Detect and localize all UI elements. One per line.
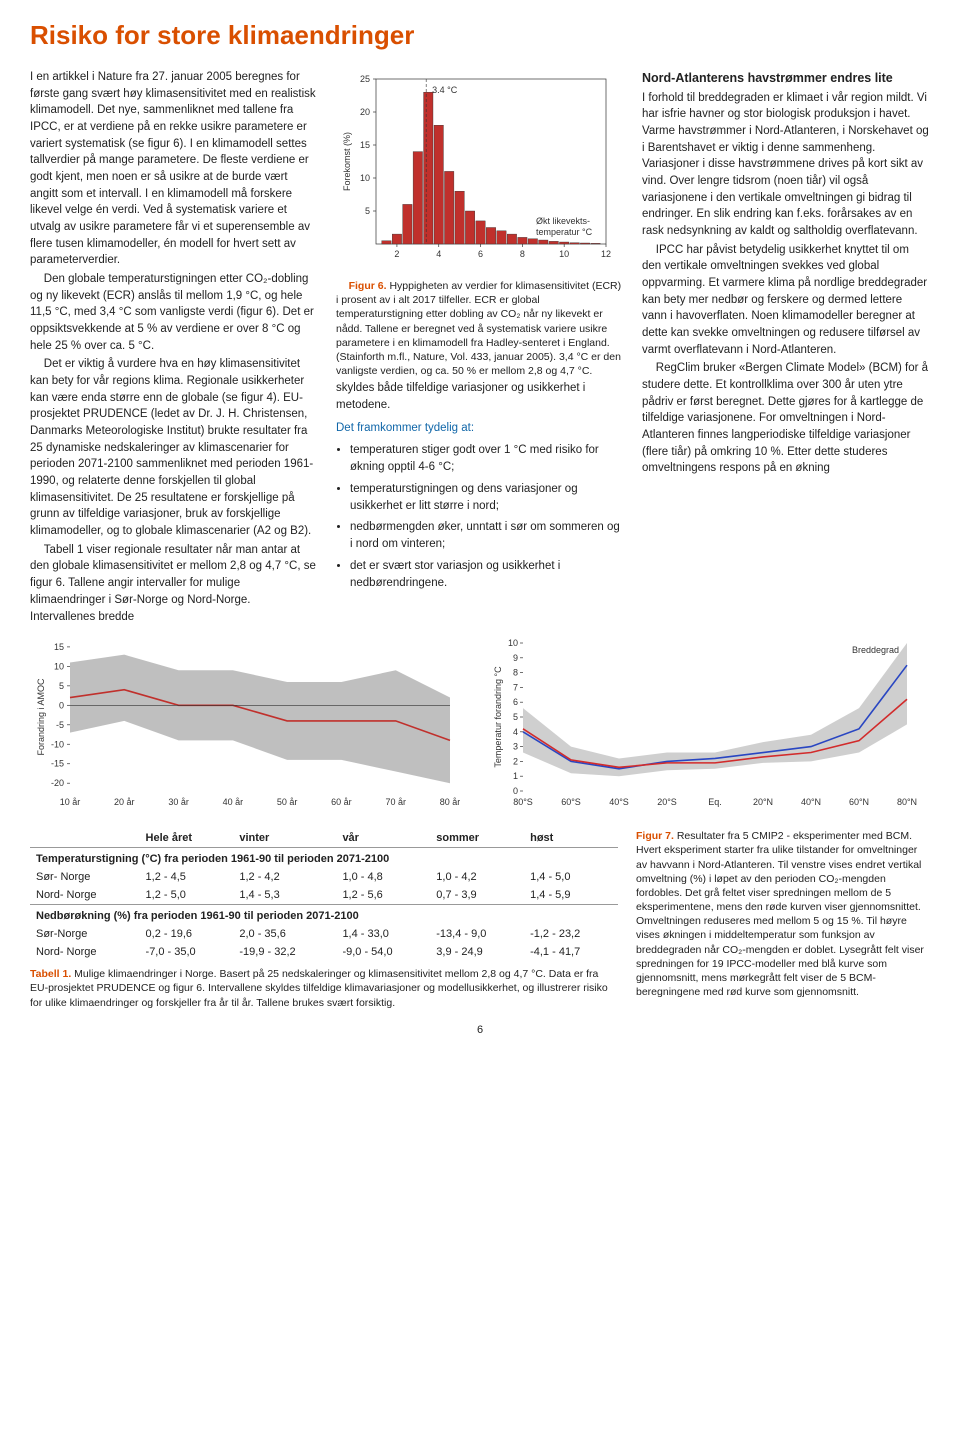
svg-text:10: 10 — [559, 249, 569, 259]
svg-text:4: 4 — [513, 727, 518, 737]
svg-text:Økt likevekts-: Økt likevekts- — [536, 216, 590, 226]
svg-text:5: 5 — [513, 712, 518, 722]
svg-text:10: 10 — [508, 638, 518, 648]
bullet-list: temperaturen stiger godt over 1 °C med r… — [336, 442, 624, 592]
fig7-label: Figur 7. — [636, 830, 674, 842]
svg-text:30 år: 30 år — [168, 797, 189, 807]
svg-text:60°S: 60°S — [561, 797, 581, 807]
svg-text:Forekomst (%): Forekomst (%) — [342, 132, 352, 191]
svg-text:7: 7 — [513, 683, 518, 693]
svg-text:20: 20 — [360, 107, 370, 117]
svg-text:60°N: 60°N — [849, 797, 869, 807]
svg-text:5: 5 — [365, 206, 370, 216]
svg-text:20°N: 20°N — [753, 797, 773, 807]
bullet-item: nedbørmengden øker, unntatt i sør om som… — [350, 519, 624, 554]
figure-7-left: -20 -15 -10 -5 0 5 10 15 10 år 20 år 30 år 40 år 50 … — [30, 635, 473, 815]
svg-text:40°N: 40°N — [801, 797, 821, 807]
tbl1-label: Tabell 1. — [30, 968, 71, 980]
col3-p3: RegClim bruker «Bergen Climate Model» (B… — [642, 360, 930, 477]
fig6-caption-text: Hyppigheten av verdier for klimasensitiv… — [336, 280, 621, 377]
svg-text:12: 12 — [601, 249, 611, 259]
svg-text:6: 6 — [478, 249, 483, 259]
svg-text:Forandring i AMOC: Forandring i AMOC — [36, 678, 46, 756]
svg-text:3: 3 — [513, 742, 518, 752]
svg-text:-10: -10 — [51, 739, 64, 749]
figure-7-caption: Figur 7. Resultater fra 5 CMIP2 - eksper… — [636, 829, 930, 1010]
fig6-label: Figur 6. — [349, 280, 387, 292]
table-1-block: Hele åretvintervårsommerhøstTemperaturst… — [30, 829, 618, 1010]
svg-text:20°S: 20°S — [657, 797, 677, 807]
svg-text:-5: -5 — [56, 720, 64, 730]
column-1: I en artikkel i Nature fra 27. januar 20… — [30, 69, 318, 627]
col2-subhead: Det framkommer tydelig at: — [336, 420, 624, 437]
col2-subhead-text: Det framkommer tydelig at: — [336, 422, 474, 434]
svg-text:25: 25 — [360, 74, 370, 84]
col3-p1: I forhold til breddegraden er klimaet i … — [642, 90, 930, 240]
column-3: Nord-Atlanterens havstrømmer endres lite… — [642, 69, 930, 627]
svg-text:8: 8 — [520, 249, 525, 259]
svg-text:80 år: 80 år — [440, 797, 460, 807]
svg-text:40°S: 40°S — [609, 797, 629, 807]
svg-text:20 år: 20 år — [114, 797, 135, 807]
bullet-item: temperaturstigningen og dens variasjoner… — [350, 481, 624, 516]
figure-6-caption: Figur 6. Hyppigheten av verdier for klim… — [336, 279, 624, 378]
three-column-layout: I en artikkel i Nature fra 27. januar 20… — [30, 69, 930, 627]
svg-text:Eq.: Eq. — [708, 797, 722, 807]
svg-text:1: 1 — [513, 771, 518, 781]
col1-p4: Tabell 1 viser regionale resultater når … — [30, 542, 318, 625]
svg-text:0: 0 — [59, 700, 64, 710]
svg-text:50 år: 50 år — [277, 797, 298, 807]
svg-text:10 år: 10 år — [60, 797, 81, 807]
svg-text:Breddegrad: Breddegrad — [852, 645, 899, 655]
svg-text:10: 10 — [360, 173, 370, 183]
svg-text:Temperatur forandring °C: Temperatur forandring °C — [493, 666, 503, 768]
svg-text:80°S: 80°S — [513, 797, 533, 807]
svg-text:0: 0 — [513, 786, 518, 796]
bullet-item: temperaturen stiger godt over 1 °C med r… — [350, 442, 624, 477]
svg-text:temperatur °C: temperatur °C — [536, 227, 593, 237]
column-2: 5 10 15 20 25 2 4 6 8 10 12 3.4 °C Forekomst (%) Økt … — [336, 69, 624, 627]
svg-text:4: 4 — [436, 249, 441, 259]
svg-text:10: 10 — [54, 662, 64, 672]
svg-text:70 år: 70 år — [385, 797, 406, 807]
bullet-item: det er svært stor variasjon og usikkerhe… — [350, 558, 624, 593]
fig7-caption-text: Resultater fra 5 CMIP2 - eksperimenter m… — [636, 830, 924, 998]
page-number: 6 — [30, 1024, 930, 1036]
svg-text:6: 6 — [513, 697, 518, 707]
svg-text:-20: -20 — [51, 778, 64, 788]
svg-text:3.4 °C: 3.4 °C — [432, 85, 458, 95]
svg-text:80°N: 80°N — [897, 797, 917, 807]
svg-text:2: 2 — [513, 757, 518, 767]
col1-p1: I en artikkel i Nature fra 27. januar 20… — [30, 69, 318, 269]
col3-heading: Nord-Atlanterens havstrømmer endres lite — [642, 69, 930, 88]
svg-text:2: 2 — [394, 249, 399, 259]
col1-p3: Det er viktig å vurdere hva en høy klima… — [30, 356, 318, 539]
col3-p2: IPCC har påvist betydelig usikkerhet kny… — [642, 242, 930, 359]
tbl1-caption-text: Mulige klimaendringer i Norge. Basert på… — [30, 968, 608, 1008]
svg-text:8: 8 — [513, 668, 518, 678]
svg-text:15: 15 — [360, 140, 370, 150]
page-title: Risiko for store klimaendringer — [30, 20, 930, 51]
figure-7-right: 0 1 2 3 4 5 6 7 8 9 10 80°S 60°S 40°S 20°S Eq. 20°N 40°N 6… — [487, 635, 930, 815]
svg-text:9: 9 — [513, 653, 518, 663]
table-and-caption-row: Hele åretvintervårsommerhøstTemperaturst… — [30, 829, 930, 1010]
svg-text:-15: -15 — [51, 759, 64, 769]
table-1-caption: Tabell 1. Mulige klimaendringer i Norge.… — [30, 967, 618, 1010]
figure-6-chart: 5 10 15 20 25 2 4 6 8 10 12 3.4 °C Forekomst (%) Økt … — [336, 69, 624, 269]
svg-text:5: 5 — [59, 681, 64, 691]
col2-p1: skyldes både tilfeldige variasjoner og u… — [336, 380, 624, 413]
table-1: Hele åretvintervårsommerhøstTemperaturst… — [30, 829, 618, 961]
col1-p2: Den globale temperaturstigningen etter C… — [30, 271, 318, 354]
svg-text:15: 15 — [54, 642, 64, 652]
svg-text:40 år: 40 år — [223, 797, 244, 807]
figure-7-row: -20-15-10-505101510 år20 år30 år40 år50 … — [30, 635, 930, 815]
svg-text:60 år: 60 år — [331, 797, 352, 807]
